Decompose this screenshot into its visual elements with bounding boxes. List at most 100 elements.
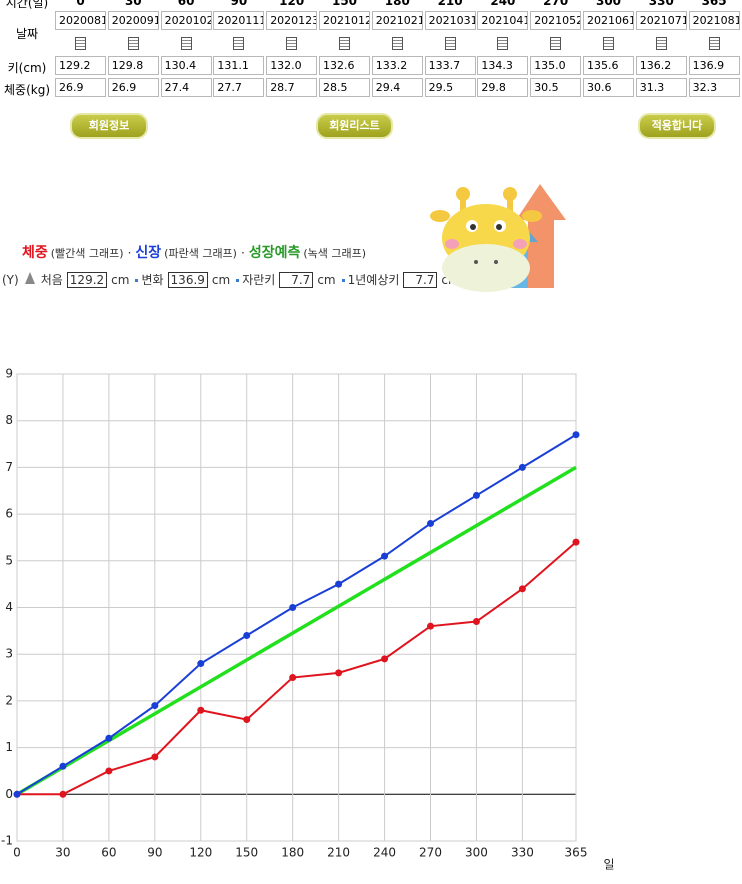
x-tick-label: 300 [465,846,488,860]
x-tick-label: 365 [565,846,588,860]
stat-unit: cm [317,273,336,287]
point [243,716,251,724]
y-tick-label: 3 [5,647,13,661]
point [105,767,113,775]
button[interactable]: 회원정보 [70,113,148,139]
stat-unit: cm [211,273,231,287]
memo-icon [391,37,403,50]
y-tick-label: 9 [5,367,13,381]
x-tick-label: 270 [419,846,442,860]
day-header: 120 [279,0,305,8]
date-input: 20200819 [55,11,106,30]
memo-icon [708,37,720,50]
point [13,790,21,798]
memo-icon [603,37,614,50]
stat-label: 변화 [141,273,164,287]
x-tick-label: 30 [55,846,70,860]
day-header: 210 [437,0,463,8]
series-line [16,433,577,796]
x-tick-label: 330 [511,846,534,860]
y-tick-label: 4 [5,600,13,614]
date-input: 20201020 [160,11,212,30]
day-header: 60 [177,0,195,8]
row-label: 키(cm) [7,61,47,75]
height-input: 129.8 [107,56,159,75]
x-tick-label: 210 [327,846,350,860]
weight-input: 29.5 [424,78,476,97]
weight-input: 29.4 [371,78,423,97]
series-line [17,541,577,796]
date-input: 20210818 [688,11,740,30]
weight-input: 30.6 [583,78,634,97]
day-header: 270 [543,0,569,8]
legend-note: (파란색 그래프) [164,247,237,260]
date-input: 20200918 [107,11,159,30]
date-input: 20201231 [266,11,318,30]
point [381,552,389,560]
x-tick-label: 180 [281,846,304,860]
point [572,431,580,439]
row-label: 체중(kg) [3,83,50,97]
x-tick-label: 90 [147,846,162,860]
memo-icon [180,37,192,50]
row-label: 날짜 [15,27,39,41]
memo-icon [655,37,667,50]
point [518,463,526,471]
x-tick-label: 0 [13,846,21,860]
stat-input: 129.2 [66,272,108,288]
legend-note: (빨간색 그래프) [50,247,124,260]
stat-input: 7.7 [403,272,438,288]
day-header: 330 [648,0,674,8]
point [572,538,580,546]
day-header: 0 [76,0,85,8]
height-input: 135.6 [583,56,634,75]
weight-input: 31.3 [635,78,687,97]
y-tick-label: 8 [5,413,13,427]
memo-icon [75,37,86,50]
point [427,622,435,630]
day-header: 240 [490,0,516,8]
memo-icon [550,37,562,50]
point [427,519,435,527]
point [59,790,67,798]
point [105,734,113,742]
series-line [16,465,577,796]
y-tick-label: 2 [5,693,13,707]
height-input: 132.0 [266,56,318,75]
weight-input: 29.8 [477,78,529,97]
point [472,618,480,626]
date-input: 20210415 [477,11,529,30]
x-tick-label: 240 [373,846,396,860]
point [518,585,526,593]
y-tick-label: 7 [5,460,13,474]
weight-input: 28.5 [319,78,370,97]
date-input: 20201117 [213,11,265,30]
memo-icon [444,37,456,50]
y-tick-label: 1 [5,740,13,754]
day-header: 180 [384,0,410,8]
day-header: 300 [595,0,622,8]
date-input: 20210524 [530,11,582,30]
memo-icon [339,37,350,50]
point [151,702,159,710]
button[interactable]: 적용합니다 [638,113,716,139]
height-input: 133.2 [371,56,423,75]
weight-input: 28.7 [266,78,318,97]
y-tick-label: 6 [5,507,13,521]
weight-input: 30.5 [530,78,582,97]
weight-input: 32.3 [688,78,740,97]
legend: 체중 (빨간색 그래프) · 신장 (파란색 그래프) · 성장예측 (녹색 그래프) [22,242,366,262]
button[interactable]: 회원리스트 [316,113,393,139]
giraffe-illustration [430,184,566,292]
point [289,674,297,682]
legend-name: 신장 [135,245,162,261]
stat-label: 자란키 [242,273,276,287]
date-input: 20210315 [424,11,476,30]
height-input: 132.6 [319,56,370,75]
separator: · [240,246,245,260]
x-axis-label: 일 [603,858,614,872]
height-input: 131.1 [213,56,265,75]
row-label: 시간(일) [5,0,49,10]
